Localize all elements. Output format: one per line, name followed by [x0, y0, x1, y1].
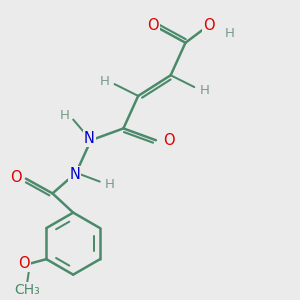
Text: CH₃: CH₃ [14, 283, 40, 297]
Text: H: H [59, 109, 69, 122]
Text: O: O [164, 133, 175, 148]
Text: O: O [203, 17, 215, 32]
Text: N: N [84, 131, 95, 146]
Text: H: H [200, 83, 210, 97]
Text: O: O [147, 17, 159, 32]
Text: N: N [69, 167, 80, 182]
Text: H: H [99, 75, 109, 88]
Text: H: H [225, 27, 235, 40]
Text: O: O [10, 170, 21, 185]
Text: H: H [105, 178, 115, 191]
Text: O: O [18, 256, 29, 271]
